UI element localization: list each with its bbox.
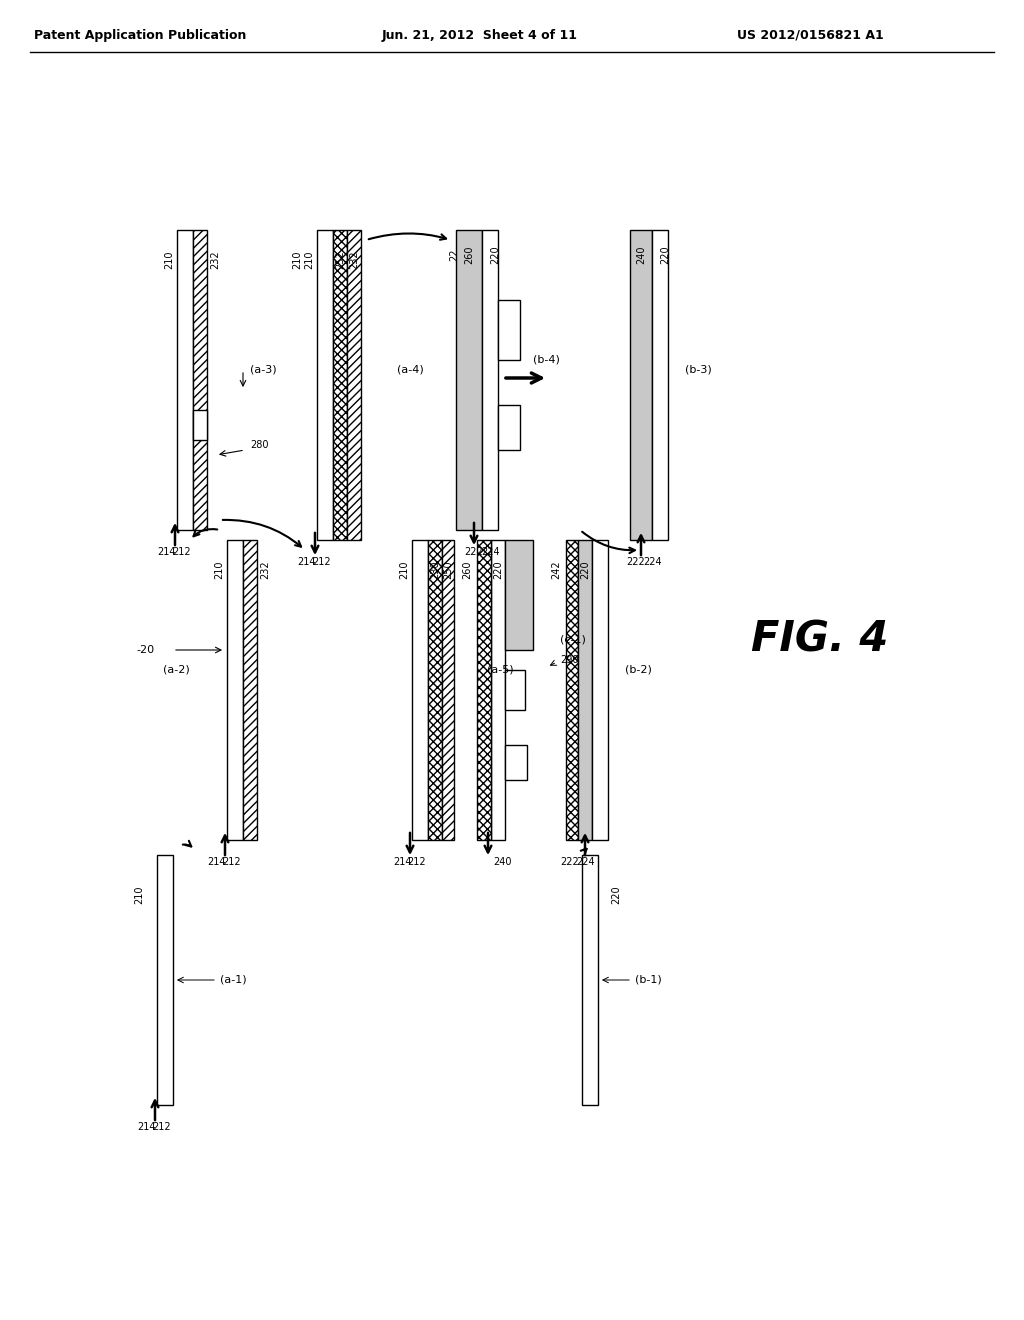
Text: 210: 210 bbox=[214, 561, 224, 579]
Text: 214: 214 bbox=[298, 557, 316, 568]
Text: 224: 224 bbox=[644, 557, 663, 568]
Text: (b-1): (b-1) bbox=[635, 975, 662, 985]
Bar bbox=[347, 230, 361, 540]
Text: 220: 220 bbox=[490, 246, 500, 264]
Text: 214: 214 bbox=[208, 857, 226, 867]
Bar bbox=[578, 540, 592, 840]
Text: 240: 240 bbox=[494, 857, 512, 867]
Text: 222: 222 bbox=[465, 546, 483, 557]
Bar bbox=[177, 230, 193, 531]
Bar bbox=[652, 230, 668, 540]
Bar bbox=[157, 855, 173, 1105]
Text: (b-2): (b-2) bbox=[625, 665, 652, 675]
Text: (b-3): (b-3) bbox=[685, 366, 712, 375]
Text: 214: 214 bbox=[393, 857, 412, 867]
Bar bbox=[498, 300, 520, 360]
Bar bbox=[482, 230, 498, 531]
Text: 230: 230 bbox=[430, 561, 440, 579]
Bar bbox=[442, 540, 454, 840]
Bar bbox=[193, 230, 207, 531]
Bar bbox=[498, 405, 520, 450]
Bar bbox=[227, 540, 243, 840]
Text: 214: 214 bbox=[138, 1122, 157, 1133]
Text: 212: 212 bbox=[408, 857, 426, 867]
Text: 220: 220 bbox=[660, 246, 670, 264]
Bar bbox=[592, 540, 608, 840]
Text: 220: 220 bbox=[580, 561, 590, 579]
Text: 212: 212 bbox=[312, 557, 332, 568]
Text: 212: 212 bbox=[222, 857, 242, 867]
Bar bbox=[582, 855, 598, 1105]
Bar bbox=[193, 411, 207, 440]
Text: (a-1): (a-1) bbox=[220, 975, 247, 985]
Text: (a-3): (a-3) bbox=[250, 366, 276, 375]
Bar bbox=[490, 540, 505, 840]
Text: (c-1): (c-1) bbox=[560, 635, 586, 645]
Bar bbox=[333, 230, 347, 540]
Text: 232: 232 bbox=[349, 251, 359, 269]
Bar bbox=[566, 540, 578, 840]
Text: 222: 222 bbox=[627, 557, 645, 568]
Text: (a-4): (a-4) bbox=[397, 366, 424, 375]
Bar bbox=[505, 744, 527, 780]
Text: 224: 224 bbox=[481, 546, 501, 557]
Bar bbox=[477, 540, 490, 840]
Text: 220: 220 bbox=[493, 561, 503, 579]
Text: 210: 210 bbox=[292, 251, 302, 269]
Text: 232: 232 bbox=[210, 251, 220, 269]
Text: 252: 252 bbox=[335, 251, 345, 269]
Text: (a-5): (a-5) bbox=[487, 665, 514, 675]
Text: -20: -20 bbox=[137, 645, 155, 655]
Text: 224: 224 bbox=[577, 857, 595, 867]
Text: 212: 212 bbox=[173, 546, 191, 557]
Text: FIG. 4: FIG. 4 bbox=[752, 619, 889, 661]
Text: 250: 250 bbox=[443, 561, 453, 579]
Text: 22: 22 bbox=[449, 248, 459, 261]
Text: 242: 242 bbox=[551, 561, 561, 579]
Bar bbox=[243, 540, 257, 840]
Bar bbox=[630, 230, 652, 540]
Text: (a-2): (a-2) bbox=[163, 665, 190, 675]
Bar bbox=[505, 671, 525, 710]
Text: 222: 222 bbox=[560, 857, 580, 867]
Text: 212: 212 bbox=[153, 1122, 171, 1133]
Text: 240: 240 bbox=[636, 246, 646, 264]
Text: 280: 280 bbox=[250, 440, 268, 450]
Text: Patent Application Publication: Patent Application Publication bbox=[34, 29, 246, 41]
Text: 210: 210 bbox=[164, 251, 174, 269]
Text: 210: 210 bbox=[134, 886, 144, 904]
Bar bbox=[317, 230, 333, 540]
Bar bbox=[428, 540, 442, 840]
Text: (b-4): (b-4) bbox=[534, 355, 560, 366]
Text: 210: 210 bbox=[399, 561, 409, 579]
Text: 290: 290 bbox=[560, 655, 579, 665]
Text: 210: 210 bbox=[304, 251, 314, 269]
Bar bbox=[412, 540, 428, 840]
Bar bbox=[505, 540, 534, 649]
Text: 232: 232 bbox=[260, 561, 270, 579]
Bar bbox=[456, 230, 482, 531]
Text: Jun. 21, 2012  Sheet 4 of 11: Jun. 21, 2012 Sheet 4 of 11 bbox=[382, 29, 578, 41]
Text: US 2012/0156821 A1: US 2012/0156821 A1 bbox=[736, 29, 884, 41]
Text: 214: 214 bbox=[158, 546, 176, 557]
Text: 260: 260 bbox=[462, 561, 472, 579]
Text: 260: 260 bbox=[464, 246, 474, 264]
Text: 220: 220 bbox=[611, 886, 621, 904]
